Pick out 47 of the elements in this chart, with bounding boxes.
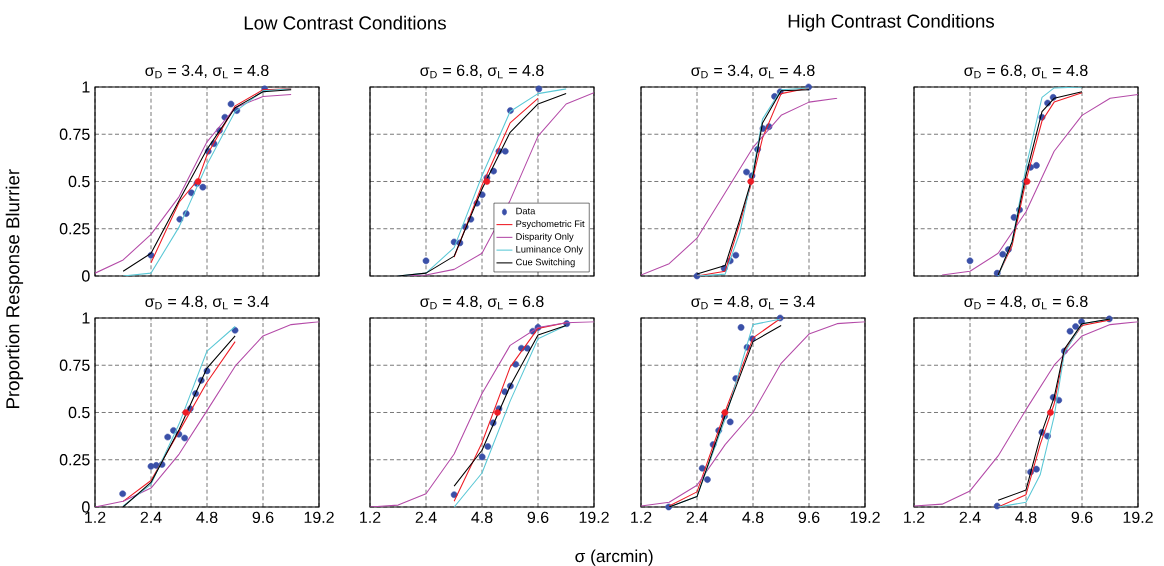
text: High Contrast Conditions [788,14,995,32]
y-tick-label: 0 [82,501,90,513]
chart-title: σ$_{D}$ = 6.8, σ$_{L}$ = 4.8 [420,64,544,79]
y-tick-label: 1 [82,81,90,93]
x-tick-label: 2.4 [140,511,162,523]
x-axis-title: σ (arcmin) [575,549,653,566]
x-tick-label: 4.8 [1015,511,1037,524]
x-tick-label: 1.2 [631,511,652,523]
chart-title: σ$_{D}$ = 4.8, σ$_{L}$ = 6.8 [964,295,1088,310]
y-tick-label: 0 [82,270,90,282]
x-tick-label: 4.8 [196,511,218,524]
text: Low Contrast Conditions [244,15,446,30]
x-tick-label: 2.4 [686,511,708,523]
chart-title: σ$_{D}$ = 3.4, σ$_{L}$ = 4.8 [691,64,815,79]
x-tick-label: 2.4 [415,511,437,523]
x-tick-label: 1.2 [904,511,925,523]
x-tick-label: 2.4 [959,511,981,523]
x-tick-label: 19.2 [1123,511,1153,524]
x-tick-label: 1.2 [360,511,381,523]
chart-title: σ$_{D}$ = 3.4, σ$_{L}$ = 4.8 [145,64,269,79]
chart-title: σ$_{D}$ = 6.8, σ$_{L}$ = 4.8 [964,64,1088,79]
x-tick-label: 9.6 [527,511,549,524]
y-tick-label: 0.25 [59,223,90,235]
y-tick-label: 0.75 [59,359,90,371]
x-tick-label: 19.2 [850,511,880,524]
y-tick-label: 0.5 [68,175,90,188]
y-tick-label: 0.75 [59,128,90,140]
legend-label: Disparity Only [516,232,574,242]
x-tick-label: 9.6 [252,511,274,524]
legend-label: Luminance Only [516,245,584,255]
x-tick-label: 19.2 [304,511,334,524]
chart-title: σ$_{D}$ = 4.8, σ$_{L}$ = 3.4 [145,295,269,310]
legend-label: Psychometric Fit [516,220,585,229]
legend-label: Cue Switching [516,258,575,268]
x-tick-label: 19.2 [579,511,609,524]
y-tick-label: 0.25 [59,454,90,466]
y-axis-title: Proportion Response Blurrier [5,169,24,409]
x-tick-label: 4.8 [742,511,764,524]
chart-title: σ$_{D}$ = 4.8, σ$_{L}$ = 6.8 [420,295,544,310]
y-tick-label: 0.5 [68,406,90,419]
x-tick-label: 4.8 [471,511,493,524]
chart-title: σ$_{D}$ = 4.8, σ$_{L}$ = 3.4 [691,295,815,310]
legend-label: Data [516,207,536,215]
y-tick-label: 1 [82,312,90,324]
x-tick-label: 9.6 [798,511,820,524]
x-tick-label: 1.2 [85,511,106,523]
x-tick-label: 9.6 [1071,511,1093,524]
